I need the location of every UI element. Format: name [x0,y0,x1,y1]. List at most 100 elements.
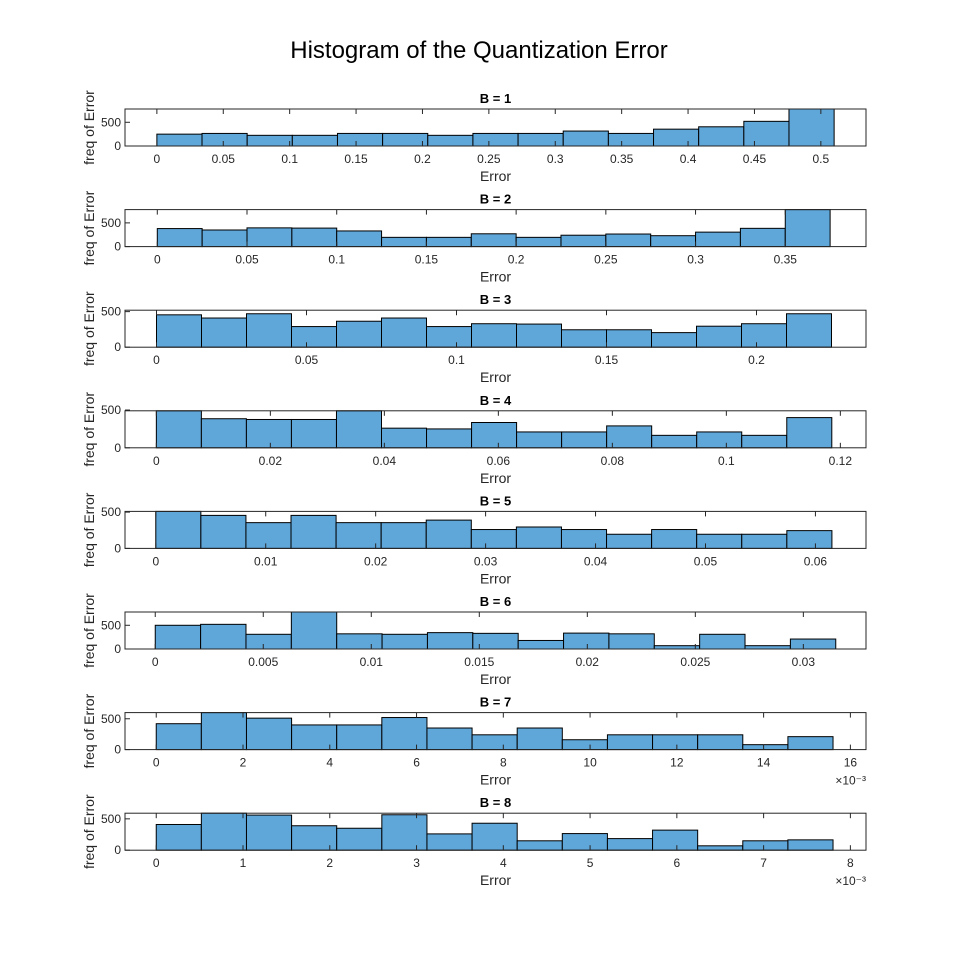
x-tick-label: 4 [500,856,507,870]
x-tick-label: 0.1 [328,253,345,267]
y-tick-label: 0 [114,843,121,857]
histogram-bar [471,822,518,851]
histogram-bar [201,317,247,348]
histogram-bar [606,533,653,549]
histogram-bar [697,845,744,851]
histogram-bar [695,231,741,248]
histogram-bar [472,132,519,147]
histogram-bar [245,814,293,851]
histogram-bar [741,323,787,348]
x-tick-label: 6 [413,756,420,770]
y-tick-label: 500 [101,812,121,826]
histogram-bar [516,840,563,851]
axes-frame [124,309,867,348]
histogram-bar [650,235,697,248]
histogram-bar [381,236,427,248]
x-tick-label: 0.06 [487,454,511,468]
axes-frame [124,209,867,248]
histogram-bar [155,510,202,549]
histogram-bar [155,823,202,851]
histogram-bar [652,734,699,751]
y-tick-label: 0 [114,541,121,555]
x-tick-label: 0.05 [295,353,319,367]
x-tick-label: 0.25 [594,253,618,267]
subplot-b3: 0 0.05 0.1 0.15 0.2 0 500 B = 3 Error freq of Err… [81,291,867,385]
histogram-bar [246,313,292,348]
x-tick-label: 0.2 [414,152,431,166]
y-tick-label: 0 [114,743,121,757]
x-tick-label: 0.04 [584,554,608,568]
x-tick-label: 0.015 [464,655,494,669]
x-tick-label: 10 [583,756,597,770]
y-axis-label: freq of Error [81,392,97,467]
histogram-bar [154,624,202,650]
x-tick-label: 0.02 [259,454,283,468]
axes-frame [124,712,867,751]
histogram-bar [291,227,338,248]
histogram-bar [427,134,474,147]
x-tick-label: 0.1 [281,152,298,166]
histogram-bar [789,638,837,650]
y-tick-label: 0 [114,240,121,254]
histogram-bar [697,734,744,751]
histogram-bar [382,132,429,147]
y-tick-label: 500 [101,115,121,129]
figure-title: Histogram of the Quantization Error [290,37,668,64]
x-tick-label: 0.12 [829,454,853,468]
histogram-bar [381,717,428,751]
x-tick-label: 4 [326,756,333,770]
histogram-bar [336,320,382,348]
x-tick-label: 0.15 [595,353,619,367]
histogram-bar [336,724,383,751]
y-tick-label: 500 [101,403,121,417]
histogram-bar [606,329,652,348]
histogram-bar [471,734,518,751]
x-tick-label: 0.025 [680,655,710,669]
x-tick-label: 0 [153,856,160,870]
histogram-bar [787,736,834,751]
histogram-bar [742,840,789,851]
x-axis-label: Error [480,369,511,385]
x-tick-label: 0.2 [508,253,525,267]
axes-frame [124,510,867,549]
x-tick-label: 0 [152,655,159,669]
histogram-bar [426,428,473,449]
histogram-bar [336,827,383,851]
histogram-bar [426,632,474,650]
subplot-title: B = 2 [480,192,511,207]
subplot-b1: 0 0.05 0.1 0.15 0.2 0.25 0.3 0.35 0.4 0.45 0.5 0 500… [81,90,867,184]
histogram-bar [606,734,654,751]
subplot-b7: 0 2 4 6 8 10 12 14 16 0 500 B = 7 Error freq of Error… [81,693,867,788]
y-tick-label: 500 [101,618,121,632]
histogram-bar [336,230,383,248]
histogram-bar [381,427,428,449]
x-tick-label: 0.005 [248,655,278,669]
axes-frame [124,812,867,851]
x-tick-label: 0.15 [415,253,439,267]
histogram-bar [742,744,789,751]
x-tick-label: 0.3 [687,253,704,267]
histogram-bar [245,633,292,650]
histogram-bar [336,132,384,147]
histogram-bar [156,228,203,248]
histogram-bar [156,133,203,147]
histogram-bar [200,623,247,650]
y-tick-label: 0 [114,441,121,455]
histogram-bar [563,632,610,650]
x-tick-label: 1 [240,856,247,870]
histogram-bar [560,529,608,549]
y-tick-label: 500 [101,305,121,319]
x-tick-label: 0.05 [694,554,718,568]
histogram-bar [787,839,834,851]
histogram-bar [786,530,833,549]
histogram-bar [335,410,382,449]
histogram-bar [381,317,427,348]
histogram-bar [607,132,655,147]
histogram-bar [516,431,563,449]
subplot-b6: 0 0.005 0.01 0.015 0.02 0.025 0.03 0 500 B = 6 Err… [81,593,867,687]
x-axis-label: Error [480,872,511,888]
histogram-bar [155,410,202,449]
histogram-bar [562,130,609,147]
x-tick-label: 0.2 [748,353,765,367]
